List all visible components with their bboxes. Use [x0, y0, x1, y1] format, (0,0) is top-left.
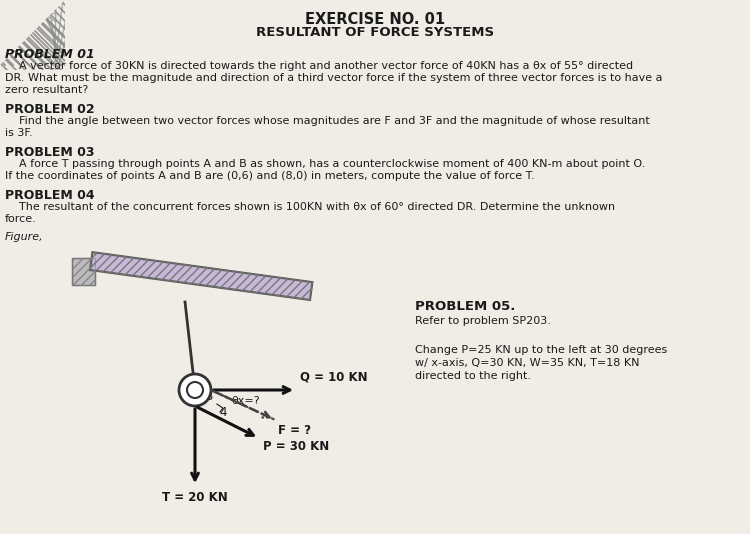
Text: PROBLEM 03: PROBLEM 03: [5, 146, 94, 159]
Text: θx=?: θx=?: [231, 396, 260, 406]
Text: A force T passing through points A and B as shown, has a counterclockwise moment: A force T passing through points A and B…: [5, 159, 645, 169]
Text: Change P=25 KN up to the left at 30 degrees: Change P=25 KN up to the left at 30 degr…: [415, 345, 668, 355]
Text: PROBLEM 01: PROBLEM 01: [5, 48, 94, 61]
Circle shape: [187, 382, 203, 398]
Text: Q = 10 KN: Q = 10 KN: [300, 370, 368, 383]
Text: PROBLEM 04: PROBLEM 04: [5, 189, 94, 202]
Polygon shape: [0, 70, 70, 534]
Text: force.: force.: [5, 214, 37, 224]
Text: is 3F.: is 3F.: [5, 128, 33, 138]
Circle shape: [179, 374, 211, 406]
Text: directed to the right.: directed to the right.: [415, 371, 531, 381]
Text: T = 20 KN: T = 20 KN: [162, 491, 228, 504]
Text: PROBLEM 05.: PROBLEM 05.: [415, 300, 515, 313]
Polygon shape: [72, 258, 95, 285]
Text: 4: 4: [219, 405, 226, 419]
Text: Refer to problem SP203.: Refer to problem SP203.: [415, 316, 550, 326]
Text: Figure,: Figure,: [5, 232, 44, 242]
Polygon shape: [90, 252, 313, 300]
Text: RESULTANT OF FORCE SYSTEMS: RESULTANT OF FORCE SYSTEMS: [256, 26, 494, 39]
Text: 3: 3: [206, 390, 213, 403]
Text: F = ?: F = ?: [278, 423, 311, 437]
Text: A vector force of 30KN is directed towards the right and another vector force of: A vector force of 30KN is directed towar…: [5, 61, 633, 71]
Text: The resultant of the concurrent forces shown is 100KN with θx of 60° directed DR: The resultant of the concurrent forces s…: [5, 202, 615, 212]
Text: w/ x-axis, Q=30 KN, W=35 KN, T=18 KN: w/ x-axis, Q=30 KN, W=35 KN, T=18 KN: [415, 358, 640, 368]
Text: P = 30 KN: P = 30 KN: [263, 440, 329, 453]
Polygon shape: [0, 0, 65, 65]
Text: EXERCISE NO. 01: EXERCISE NO. 01: [305, 12, 445, 27]
Text: PROBLEM 02: PROBLEM 02: [5, 103, 94, 116]
Text: Find the angle between two vector forces whose magnitudes are F and 3F and the m: Find the angle between two vector forces…: [5, 116, 650, 126]
Text: zero resultant?: zero resultant?: [5, 85, 88, 95]
Text: If the coordinates of points A and B are (0,6) and (8,0) in meters, compute the : If the coordinates of points A and B are…: [5, 171, 535, 181]
Polygon shape: [65, 0, 750, 534]
Text: DR. What must be the magnitude and direction of a third vector force if the syst: DR. What must be the magnitude and direc…: [5, 73, 662, 83]
